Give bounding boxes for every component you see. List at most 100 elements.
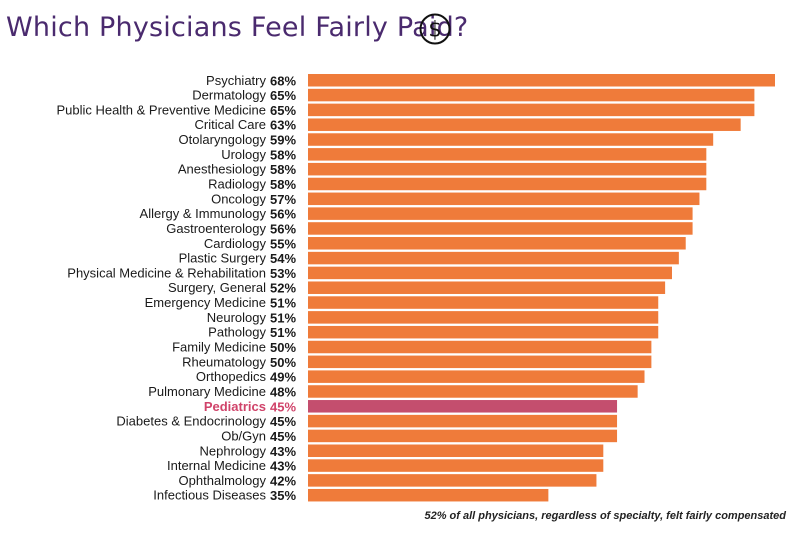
value-label: 55% (270, 236, 296, 251)
dollar-icon: $ (419, 13, 451, 45)
category-label: Critical Care (194, 117, 266, 132)
category-label: Neurology (207, 310, 267, 325)
bar (308, 133, 714, 146)
bar (308, 311, 659, 324)
bar-row: Emergency Medicine 51% (145, 295, 659, 311)
value-label: 51% (270, 325, 296, 340)
bar (308, 177, 707, 191)
value-label: 58% (270, 177, 296, 192)
value-label: 58% (270, 162, 296, 177)
bar-row: Urology 58% (221, 147, 707, 162)
bar (308, 340, 652, 354)
category-label: Surgery, General (168, 280, 266, 295)
category-label: Emergency Medicine (145, 295, 266, 310)
value-label: 58% (270, 147, 296, 162)
bar-row: Ob/Gyn 45% (221, 428, 618, 444)
category-label: Internal Medicine (167, 458, 266, 473)
value-label: 35% (270, 488, 296, 503)
category-label: Oncology (211, 191, 266, 206)
bar-row: Pulmonary Medicine 48% (148, 384, 638, 399)
bar (308, 74, 775, 87)
bar-row: Psychiatry 68% (206, 73, 775, 88)
bar (308, 488, 549, 502)
category-label: Public Health & Preventive Medicine (56, 102, 266, 117)
value-label: 56% (270, 221, 296, 236)
category-label: Urology (221, 147, 266, 162)
value-label: 68% (270, 73, 296, 88)
value-label: 45% (270, 429, 296, 444)
category-label: Otolaryngology (179, 132, 267, 147)
value-label: 43% (270, 459, 296, 474)
footnote: 52% of all physicians, regardless of spe… (424, 510, 786, 522)
bar (308, 296, 659, 309)
value-label: 63% (270, 118, 296, 133)
bar-row: Orthopedics 49% (196, 369, 645, 385)
bar-row: Public Health & Preventive Medicine 65% (56, 102, 755, 118)
bar-row: Ophthalmology 42% (179, 473, 597, 488)
bar-row: Critical Care 63% (194, 117, 741, 133)
bar (308, 474, 597, 487)
bar (308, 118, 741, 131)
bar (308, 222, 693, 235)
bar (308, 266, 672, 280)
bar-row: Surgery, General 52% (168, 280, 666, 296)
value-label: 54% (270, 251, 296, 266)
bar-row: Pediatrics 45% (204, 399, 618, 414)
bar-row: Allergy & Immunology 56% (140, 206, 693, 222)
value-label: 51% (270, 310, 296, 325)
value-label: 57% (270, 192, 296, 207)
value-label: 49% (270, 370, 296, 385)
bar-row: Physical Medicine & Rehabilitation 53% (67, 265, 672, 281)
value-label: 50% (270, 355, 296, 370)
value-label: 42% (270, 473, 296, 488)
bar-row: Cardiology 55% (204, 236, 686, 251)
bar (308, 385, 638, 398)
bar-row: Otolaryngology 59% (179, 132, 714, 148)
category-label: Anesthesiology (178, 162, 267, 177)
svg-text:$: $ (428, 18, 441, 42)
bar (308, 459, 604, 472)
value-label: 65% (270, 88, 296, 103)
category-label: Diabetes & Endocrinology (116, 414, 266, 429)
bar (308, 103, 755, 117)
category-label: Psychiatry (206, 73, 266, 88)
category-label: Gastroenterology (166, 221, 266, 236)
category-label: Family Medicine (172, 340, 266, 355)
category-label: Pulmonary Medicine (148, 384, 266, 399)
bar-row: Plastic Surgery 54% (179, 251, 679, 266)
category-label: Ophthalmology (179, 473, 267, 488)
bar-row: Nephrology 43% (200, 443, 604, 459)
value-label: 43% (270, 444, 296, 459)
value-label: 50% (270, 340, 296, 355)
bar (308, 148, 707, 161)
category-label: Pediatrics (204, 399, 266, 414)
bar (308, 88, 755, 102)
bar (308, 444, 604, 457)
bar (308, 355, 652, 369)
bar (308, 400, 618, 413)
bar (308, 162, 707, 176)
bar (308, 251, 679, 265)
bar-row: Radiology 58% (208, 176, 707, 192)
bar (308, 192, 700, 206)
bar (308, 281, 666, 294)
category-label: Rheumatology (182, 354, 266, 369)
bar-row: Rheumatology 50% (182, 354, 652, 370)
bar-row: Neurology 51% (207, 310, 659, 325)
value-label: 51% (270, 296, 296, 311)
category-label: Pathology (208, 325, 266, 340)
category-label: Ob/Gyn (221, 428, 266, 443)
bar-row: Infectious Diseases 35% (153, 488, 549, 503)
bar-row: Anesthesiology 58% (178, 162, 707, 177)
category-label: Nephrology (200, 443, 267, 458)
bar (308, 325, 659, 339)
category-label: Orthopedics (196, 369, 267, 384)
category-label: Infectious Diseases (153, 488, 266, 503)
bar (308, 429, 618, 443)
bar (308, 370, 645, 383)
value-label: 45% (270, 414, 296, 429)
category-label: Plastic Surgery (179, 251, 267, 266)
category-label: Allergy & Immunology (140, 206, 267, 221)
chart-title: Which Physicians Feel Fairly Paid? (6, 12, 469, 43)
